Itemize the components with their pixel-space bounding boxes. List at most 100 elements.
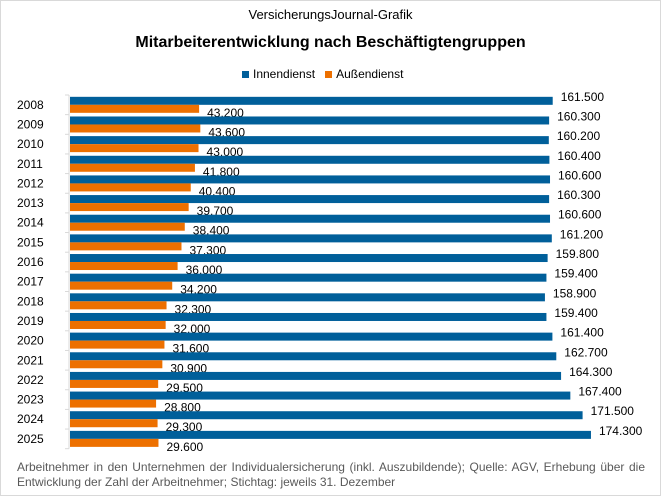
category-label: 2014 [17,216,44,230]
data-label-innendienst: 160.400 [557,149,601,163]
data-label-aussendienst: 29.600 [166,440,203,454]
category-label: 2008 [17,98,44,112]
data-label-aussendienst: 43.600 [208,125,245,139]
bar-innendienst [70,116,550,125]
category-label: 2021 [17,353,44,367]
bar-innendienst [70,430,591,439]
bar-innendienst [70,332,553,341]
bar-aussendienst [70,124,201,133]
data-label-innendienst: 160.300 [557,188,601,202]
bar-aussendienst [70,320,166,329]
category-label: 2018 [17,294,44,308]
data-label-innendienst: 164.300 [569,365,613,379]
footnote: Arbeitnehmer in den Unternehmen der Indi… [17,460,645,489]
data-label-aussendienst: 38.400 [193,224,230,238]
data-label-aussendienst: 32.000 [174,322,211,336]
data-label-innendienst: 167.400 [578,385,622,399]
data-label-innendienst: 160.600 [558,208,602,222]
category-label: 2019 [17,314,44,328]
legend-swatch-aussendienst [325,70,333,78]
data-label-innendienst: 161.200 [560,227,604,241]
bar-innendienst [70,391,571,400]
bar-aussendienst [70,183,191,192]
category-label: 2011 [17,157,43,171]
bar-innendienst [70,96,553,105]
chart-title: Mitarbeiterentwicklung nach Beschäftigte… [135,34,526,51]
data-label-aussendienst: 31.600 [172,342,209,356]
legend: Innendienst Außendienst [242,67,403,81]
bar-aussendienst [70,399,157,408]
data-label-aussendienst: 34.200 [180,283,217,297]
data-label-innendienst: 161.500 [561,90,605,104]
bar-aussendienst [70,419,158,428]
bar-aussendienst [70,222,185,231]
bar-innendienst [70,254,548,263]
category-label: 2025 [17,432,44,446]
legend-label: Innendienst [253,67,316,81]
category-label: 2010 [17,137,44,151]
category-label: 2023 [17,393,44,407]
bar-aussendienst [70,360,163,369]
bar-aussendienst [70,438,159,447]
data-label-innendienst: 160.600 [558,168,602,182]
bar-innendienst [70,352,557,361]
bar-aussendienst [70,301,167,310]
category-label: 2009 [17,117,44,131]
bar-aussendienst [70,262,178,271]
category-label: 2022 [17,373,44,387]
bar-innendienst [70,273,547,282]
bar-aussendienst [70,242,182,251]
bar-aussendienst [70,144,199,153]
legend-swatch-innendienst [242,70,249,78]
data-label-aussendienst: 29.500 [166,381,203,395]
bar-aussendienst [70,281,173,290]
data-label-innendienst: 160.300 [557,109,601,123]
data-label-aussendienst: 43.200 [207,106,244,120]
data-label-innendienst: 174.300 [599,424,643,438]
bar-innendienst [70,293,545,302]
bar-aussendienst [70,203,189,212]
data-label-innendienst: 171.500 [591,404,635,418]
data-label-aussendienst: 29.300 [166,420,203,434]
bar-innendienst [70,312,547,321]
bar-aussendienst [70,340,165,349]
bar-innendienst [70,371,562,380]
bar-innendienst [70,214,551,223]
data-label-innendienst: 159.800 [556,247,600,261]
category-label: 2017 [17,275,44,289]
data-label-innendienst: 162.700 [564,345,608,359]
data-label-innendienst: 161.400 [560,326,604,340]
data-label-innendienst: 159.400 [554,267,598,281]
category-label: 2024 [17,412,44,426]
legend-item-aussendienst: Außendienst [325,67,403,81]
bar-innendienst [70,411,583,420]
data-label-aussendienst: 39.700 [197,204,234,218]
data-label-aussendienst: 36.000 [186,263,223,277]
bar-innendienst [70,155,550,164]
category-label: 2012 [17,176,44,190]
data-label-aussendienst: 32.300 [175,302,212,316]
category-label: 2016 [17,255,44,269]
data-label-aussendienst: 41.800 [203,165,240,179]
data-label-aussendienst: 28.800 [164,401,201,415]
bar-innendienst [70,195,550,204]
bar-innendienst [70,234,552,243]
category-label: 2020 [17,334,44,348]
category-label: 2015 [17,235,44,249]
data-label-aussendienst: 37.300 [189,243,226,257]
data-label-aussendienst: 40.400 [199,184,236,198]
legend-label: Außendienst [336,67,404,81]
bar-aussendienst [70,379,159,388]
category-label: 2013 [17,196,44,210]
data-label-aussendienst: 43.000 [207,145,244,159]
bar-innendienst [70,175,551,184]
bar-aussendienst [70,104,200,113]
source-label: VersicherungsJournal-Grafik [248,7,413,22]
data-label-innendienst: 159.400 [554,306,598,320]
bar-aussendienst [70,163,195,172]
legend-item-innendienst: Innendienst [242,67,315,81]
data-label-innendienst: 158.900 [553,286,597,300]
bar-innendienst [70,136,549,145]
